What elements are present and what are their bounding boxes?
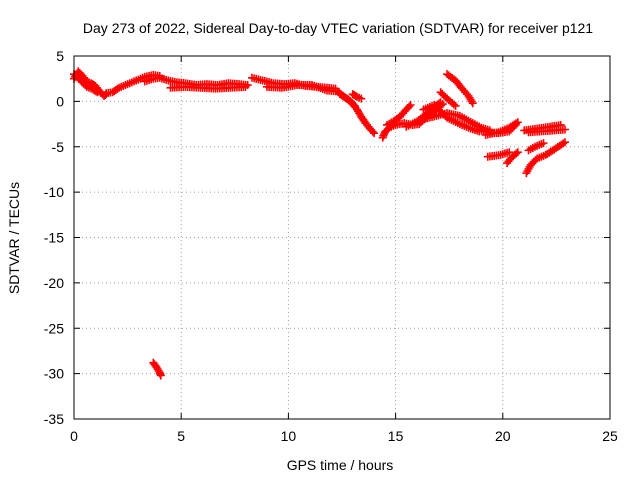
data-series <box>166 82 250 93</box>
y-axis-title: SDTVAR / TECUs <box>6 182 22 294</box>
y-tick-label: -20 <box>44 275 64 291</box>
data-series <box>436 88 460 110</box>
data-point <box>93 88 102 97</box>
data-point <box>560 125 569 134</box>
data-point <box>241 82 250 91</box>
x-tick-label: 0 <box>70 428 78 444</box>
x-tick-label: 15 <box>388 428 404 444</box>
data-series <box>503 148 522 168</box>
x-tick-label: 5 <box>177 428 185 444</box>
data-point <box>406 101 415 110</box>
y-tick-label: -35 <box>44 411 64 427</box>
data-series <box>102 71 164 98</box>
data-point <box>370 129 379 138</box>
x-tick-label: 20 <box>495 428 511 444</box>
data-point <box>405 102 414 111</box>
data-point <box>468 99 477 108</box>
data-point <box>92 87 101 96</box>
data-series <box>383 101 415 129</box>
data-point <box>539 139 548 148</box>
y-tick-label: -15 <box>44 230 64 246</box>
data-point <box>449 100 458 109</box>
data-series <box>522 138 569 178</box>
data-point <box>512 149 521 158</box>
x-tick-label: 10 <box>281 428 297 444</box>
data-point <box>368 127 377 136</box>
y-tick-label: -25 <box>44 320 64 336</box>
data-point <box>505 148 514 157</box>
data-series <box>348 90 366 103</box>
data-point <box>451 101 460 110</box>
y-tick-label: -10 <box>44 184 64 200</box>
y-axis: 5 0 -5 -10 -15 -20 -25 -30 -35 <box>44 48 610 427</box>
x-tick-label: 25 <box>602 428 618 444</box>
y-tick-label: 0 <box>56 93 64 109</box>
y-tick-label: -30 <box>44 366 64 382</box>
data-point <box>436 98 445 107</box>
y-tick-label: -5 <box>52 139 65 155</box>
data-point <box>156 371 165 380</box>
data-point <box>513 118 522 127</box>
plot-area <box>70 67 569 380</box>
x-axis: 0 5 10 15 20 25 <box>70 56 618 444</box>
x-axis-title: GPS time / hours <box>287 457 394 473</box>
data-point <box>467 97 476 106</box>
data-series <box>335 90 379 138</box>
data-point <box>357 94 366 103</box>
data-point <box>513 148 522 157</box>
data-series <box>149 358 165 380</box>
data-point <box>512 119 521 128</box>
data-series <box>481 118 522 139</box>
data-series <box>262 81 359 110</box>
data-series <box>483 148 514 161</box>
data-point <box>351 91 360 100</box>
data-point <box>559 139 568 148</box>
data-point <box>560 138 569 147</box>
chart-title: Day 273 of 2022, Sidereal Day-to-day VTE… <box>83 20 593 36</box>
data-series <box>524 125 569 137</box>
y-tick-label: 5 <box>56 48 64 64</box>
data-series <box>443 70 477 108</box>
data-series <box>70 70 102 97</box>
data-series <box>524 139 548 155</box>
